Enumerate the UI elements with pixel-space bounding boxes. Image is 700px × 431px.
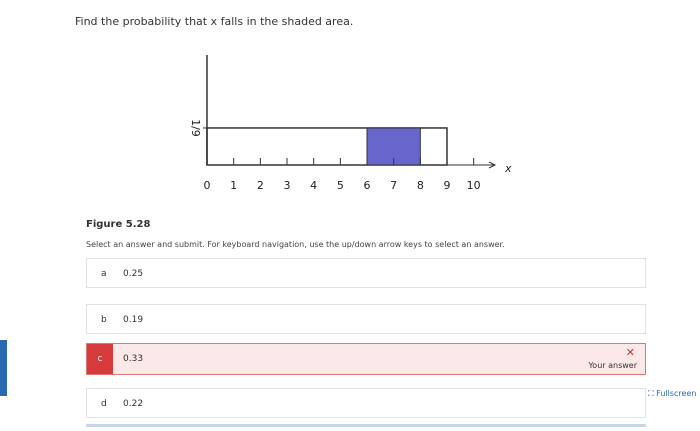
question: Find the probability that x falls in the… — [75, 15, 354, 28]
option-letter: b — [101, 315, 107, 325]
x-tick-label: 4 — [310, 179, 317, 192]
figure-caption: Figure 5.28 — [86, 219, 151, 230]
divider — [86, 424, 646, 427]
x-axis-label: x — [504, 162, 512, 175]
x-tick-label: 1 — [230, 179, 237, 192]
fullscreen-button[interactable]: ⛶ Fullscreen — [648, 389, 697, 398]
x-tick-label: 9 — [444, 179, 451, 192]
wrong-icon: ✕ — [625, 346, 635, 359]
option-letter: c — [87, 344, 113, 374]
option-text: 0.33 — [123, 354, 144, 364]
x-tick-label: 7 — [390, 179, 397, 192]
instructions: Select an answer and submit. For keyboar… — [86, 240, 505, 249]
x-tick-label: 6 — [364, 179, 371, 192]
x-axis-arrow — [488, 161, 497, 169]
x-tick-label: 8 — [417, 179, 424, 192]
y-tick-label: 1/9 — [189, 119, 202, 137]
x-tick-label: 3 — [284, 179, 291, 192]
option[interactable]: c 0.33 ✕ Your answer — [86, 343, 646, 375]
x-tick-label: 2 — [257, 179, 264, 192]
x-tick-label: 0 — [204, 179, 211, 192]
option[interactable]: b 0.19 — [86, 304, 646, 334]
option-letter: d — [101, 399, 107, 409]
option-text: 0.25 — [123, 269, 144, 279]
option[interactable]: d 0.22 — [86, 388, 646, 418]
x-tick-label: 5 — [337, 179, 344, 192]
option[interactable]: a 0.25 — [86, 258, 646, 288]
option-text: 0.19 — [123, 315, 144, 325]
fullscreen-label: Fullscreen — [656, 389, 697, 398]
option-text: 0.22 — [123, 399, 144, 409]
option-letter: a — [101, 269, 107, 279]
x-tick-label: 10 — [467, 179, 481, 192]
feedback: Your answer — [588, 361, 637, 370]
side-tab — [0, 340, 7, 396]
figure: x 0 1 2 3 4 5 6 7 8 9 10 1/9 — [189, 55, 512, 192]
